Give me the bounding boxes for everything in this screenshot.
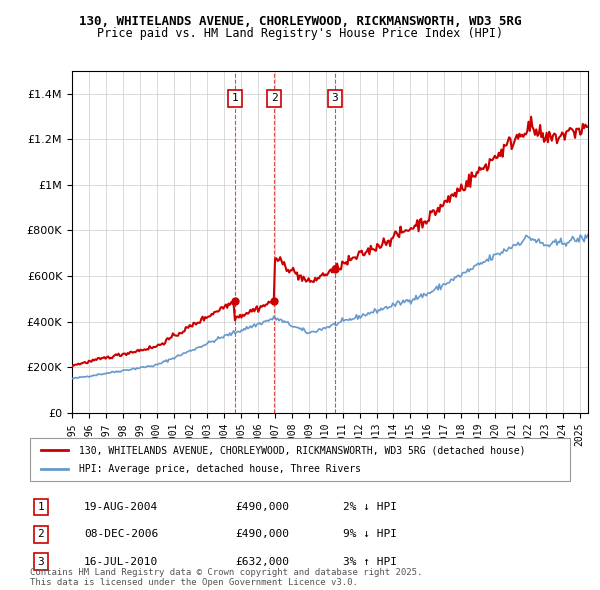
Text: 19-AUG-2004: 19-AUG-2004	[84, 502, 158, 512]
Text: £490,000: £490,000	[235, 502, 289, 512]
Text: Contains HM Land Registry data © Crown copyright and database right 2025.
This d: Contains HM Land Registry data © Crown c…	[30, 568, 422, 587]
Text: 1: 1	[232, 93, 238, 103]
Text: 3: 3	[37, 557, 44, 567]
Text: 3: 3	[332, 93, 338, 103]
Text: 2: 2	[271, 93, 277, 103]
Text: 16-JUL-2010: 16-JUL-2010	[84, 557, 158, 567]
Text: 2: 2	[37, 529, 44, 539]
Text: Price paid vs. HM Land Registry's House Price Index (HPI): Price paid vs. HM Land Registry's House …	[97, 27, 503, 40]
FancyBboxPatch shape	[30, 438, 570, 481]
Text: £490,000: £490,000	[235, 529, 289, 539]
Text: 130, WHITELANDS AVENUE, CHORLEYWOOD, RICKMANSWORTH, WD3 5RG (detached house): 130, WHITELANDS AVENUE, CHORLEYWOOD, RIC…	[79, 445, 525, 455]
Text: 08-DEC-2006: 08-DEC-2006	[84, 529, 158, 539]
Text: 2% ↓ HPI: 2% ↓ HPI	[343, 502, 397, 512]
Text: 1: 1	[37, 502, 44, 512]
Text: HPI: Average price, detached house, Three Rivers: HPI: Average price, detached house, Thre…	[79, 464, 361, 474]
Text: 9% ↓ HPI: 9% ↓ HPI	[343, 529, 397, 539]
Text: £632,000: £632,000	[235, 557, 289, 567]
Text: 3% ↑ HPI: 3% ↑ HPI	[343, 557, 397, 567]
Text: 130, WHITELANDS AVENUE, CHORLEYWOOD, RICKMANSWORTH, WD3 5RG: 130, WHITELANDS AVENUE, CHORLEYWOOD, RIC…	[79, 15, 521, 28]
